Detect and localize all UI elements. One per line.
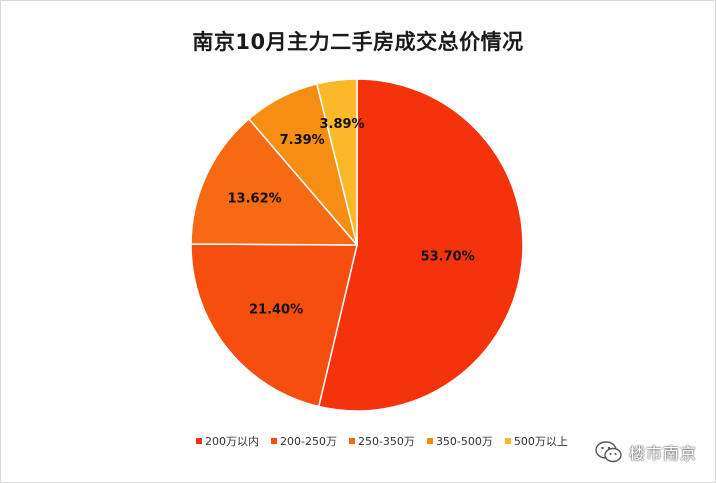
legend-item-3: 250-350万: [348, 433, 415, 449]
legend-swatch-5: [504, 438, 511, 444]
legend-swatch-2: [271, 438, 277, 444]
pie-slice-2: [190, 243, 358, 408]
watermark: 楼市南京: [594, 440, 697, 464]
legend-item-2: 200-250万: [271, 433, 337, 449]
legend-label-5: 500万以上: [513, 435, 568, 448]
pie-slice-3: [190, 117, 359, 246]
slice-label-1: 53.70%: [421, 250, 475, 265]
legend-swatch-4: [426, 438, 433, 444]
watermark-text: 楼市南京: [629, 444, 698, 463]
legend-label-4: 350-500万: [435, 435, 493, 448]
legend-swatch-3: [348, 438, 355, 444]
slice-label-2: 21.40%: [249, 303, 303, 318]
pie-slice-1: [317, 78, 524, 412]
legend-item-5: 500万以上: [504, 433, 568, 449]
legend-label-1: 200万以内: [205, 435, 259, 448]
chart-legend: 200万以内 200-250万 250-350万 350-500万 500万以上: [196, 433, 568, 449]
wechat-icon: [595, 441, 622, 463]
legend-swatch-1: [196, 438, 202, 444]
slice-label-4: 7.39%: [280, 133, 325, 148]
legend-label-3: 250-350万: [357, 435, 415, 448]
chart-title: 南京10月主力二手房成交总价情况: [192, 30, 524, 54]
pie-slice-5: [315, 78, 358, 246]
legend-item-4: 350-500万: [426, 433, 493, 449]
slice-label-3: 13.62%: [228, 192, 282, 207]
slice-label-5: 3.89%: [319, 117, 364, 132]
legend-label-2: 200-250万: [280, 435, 337, 448]
legend-item-1: 200万以内: [196, 433, 259, 449]
